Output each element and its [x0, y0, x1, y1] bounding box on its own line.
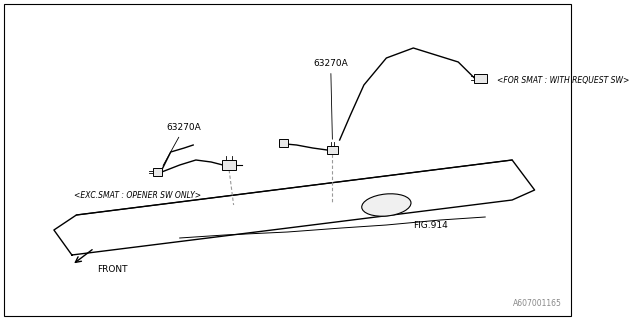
Text: <EXC.SMAT : OPENER SW ONLY>: <EXC.SMAT : OPENER SW ONLY> [74, 190, 201, 199]
FancyBboxPatch shape [474, 74, 487, 83]
Bar [153, 168, 162, 176]
Bar [278, 139, 287, 147]
Text: 63270A: 63270A [313, 59, 348, 139]
Text: FIG.914: FIG.914 [413, 220, 448, 229]
Text: 63270A: 63270A [163, 123, 202, 165]
Text: A607001165: A607001165 [513, 299, 561, 308]
Bar [327, 146, 338, 154]
Ellipse shape [362, 194, 411, 216]
Text: FRONT: FRONT [97, 266, 127, 275]
Bar [222, 160, 236, 170]
Text: <FOR SMAT : WITH REQUEST SW>: <FOR SMAT : WITH REQUEST SW> [497, 76, 629, 84]
